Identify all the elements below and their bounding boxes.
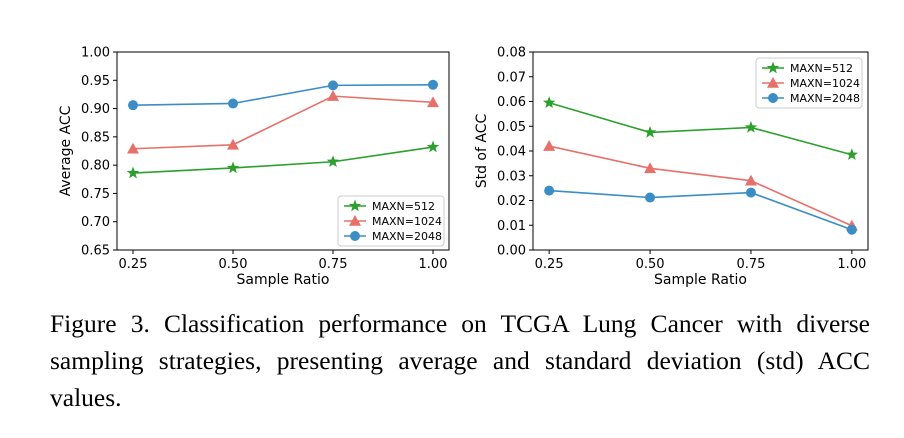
- series-line: [548, 101, 853, 156]
- legend-marker: [350, 231, 360, 241]
- y-tick-label: 0.04: [497, 145, 526, 160]
- legend-entry: MAXN=512: [762, 61, 853, 75]
- data-point: [328, 80, 338, 91]
- data-point: [644, 162, 657, 174]
- series-maxn-2048: [128, 79, 438, 111]
- y-tick-label: 1.00: [81, 46, 110, 61]
- y-tick-label: 0.01: [497, 219, 526, 234]
- y-tick-label: 0.95: [81, 74, 110, 89]
- y-tick-label: 0.03: [497, 169, 526, 184]
- legend-label: MAXN=1024: [790, 77, 860, 90]
- average-acc-chart: 0.65 0.70 0.75 0.80 0.85 0.90 0.95 1.00 0.25 0.50…: [58, 46, 450, 288]
- data-point: [226, 161, 240, 174]
- x-axis-title: Sample Ratio: [237, 272, 330, 288]
- series-line: [549, 189, 853, 231]
- x-tick-label: 1.00: [419, 257, 448, 272]
- legend-marker: [767, 77, 779, 88]
- series-line: [132, 146, 434, 174]
- legend: MAXN=512 MAXN=1024 MAXN=2048: [337, 195, 445, 247]
- legend-marker: [349, 215, 361, 226]
- x-tick-label: 0.25: [119, 257, 148, 272]
- data-point: [645, 192, 656, 203]
- data-point: [327, 90, 339, 101]
- series-maxn-512: [542, 96, 859, 160]
- data-point: [846, 224, 857, 235]
- data-point: [227, 138, 239, 150]
- series-maxn-1024: [127, 90, 439, 154]
- legend-entry: MAXN=2048: [344, 230, 442, 243]
- y-tick-label: 0.07: [497, 70, 526, 85]
- x-tick-label: 0.50: [219, 257, 248, 272]
- series-maxn-2048: [544, 185, 857, 235]
- y-tick-label: 0.85: [81, 130, 110, 145]
- data-point: [428, 79, 438, 90]
- y-axis-title: Std of ACC: [474, 114, 490, 189]
- data-point: [544, 185, 555, 196]
- data-point: [326, 155, 340, 168]
- x-axis-title: Sample Ratio: [654, 272, 747, 288]
- data-point: [845, 148, 859, 160]
- x-tick-label: 0.75: [319, 257, 348, 272]
- data-point: [127, 142, 139, 154]
- legend-label: MAXN=2048: [790, 92, 860, 105]
- series-line: [132, 84, 434, 106]
- std-acc-chart: 0.00 0.01 0.02 0.03 0.04 0.05 0.06 0.07 0.08 0.25…: [474, 46, 869, 288]
- y-axis-title: Average ACC: [58, 105, 74, 196]
- legend-box: [337, 195, 445, 247]
- legend-entry: MAXN=1024: [762, 77, 860, 90]
- x-tick-label: 0.50: [636, 257, 665, 272]
- data-point: [643, 125, 657, 138]
- y-tick-label: 0.00: [497, 244, 526, 259]
- y-tick-label: 0.05: [497, 120, 526, 135]
- data-point: [744, 174, 757, 186]
- legend-box: [755, 57, 863, 109]
- y-tick-label: 0.70: [81, 215, 110, 230]
- legend-label: MAXN=512: [372, 200, 435, 213]
- figure-caption: Figure 3. Classification performance on …: [50, 309, 870, 412]
- y-tick-label: 0.02: [497, 194, 526, 209]
- data-point: [426, 140, 440, 153]
- data-point: [128, 100, 138, 111]
- legend-marker: [766, 61, 780, 74]
- legend-label: MAXN=1024: [372, 215, 442, 228]
- series-maxn-512: [126, 140, 440, 179]
- y-tick-label: 0.90: [81, 102, 110, 117]
- y-tick-label: 0.65: [81, 244, 110, 259]
- plot-frame: [116, 51, 450, 251]
- series-maxn-1024: [543, 140, 858, 231]
- series-line: [132, 95, 434, 150]
- legend: MAXN=512 MAXN=1024 MAXN=2048: [755, 57, 863, 109]
- legend-entry: MAXN=2048: [762, 92, 860, 105]
- data-point: [542, 96, 556, 108]
- y-tick-label: 0.80: [81, 159, 110, 174]
- legend-label: MAXN=2048: [372, 230, 442, 243]
- legend-marker: [348, 199, 362, 212]
- legend-label: MAXN=512: [790, 62, 853, 75]
- figure-charts: 0.65 0.70 0.75 0.80 0.85 0.90 0.95 1.00 0.25 0.50…: [58, 46, 869, 288]
- y-tick-label: 0.06: [497, 95, 526, 110]
- legend-marker: [768, 93, 778, 103]
- legend-entry: MAXN=512: [344, 199, 435, 213]
- data-point: [744, 120, 758, 133]
- data-point: [427, 96, 439, 108]
- x-tick-label: 0.25: [535, 257, 564, 272]
- data-point: [228, 98, 238, 109]
- data-point: [745, 187, 756, 198]
- x-tick-label: 1.00: [837, 257, 866, 272]
- series-line: [548, 145, 853, 227]
- data-point: [543, 140, 556, 151]
- legend-entry: MAXN=1024: [344, 215, 442, 228]
- x-tick-label: 0.75: [736, 257, 765, 272]
- y-tick-label: 0.75: [81, 187, 110, 202]
- data-point: [126, 166, 140, 179]
- y-tick-label: 0.08: [497, 46, 526, 61]
